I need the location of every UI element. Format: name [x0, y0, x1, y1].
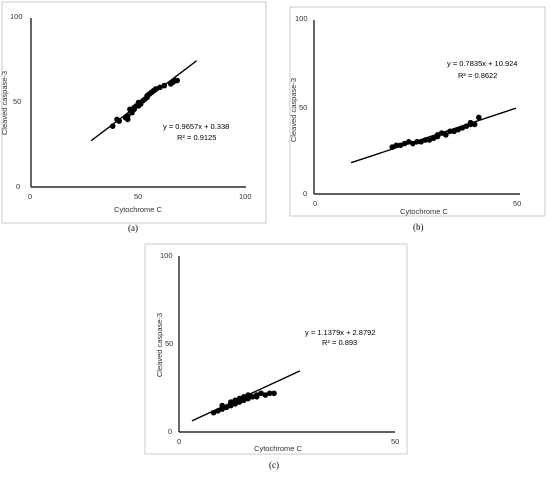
panel-a-caption: (a)	[128, 223, 138, 233]
panel-c-caption: (c)	[269, 460, 279, 470]
panel-b-frame	[289, 6, 546, 217]
panel-a-data-point	[174, 77, 180, 84]
panel-c-data-point	[262, 392, 269, 398]
panel-a-equation: y = 0.9657x + 0.338	[163, 122, 229, 131]
panel-c-data-point	[219, 402, 225, 409]
panel-a-data-point	[124, 113, 131, 119]
panel-c-data-point	[210, 409, 217, 416]
panel-c-ytick-100: 100	[160, 251, 173, 260]
panel-c-r-squared: R² = 0.893	[322, 338, 357, 347]
panel-a-data-point	[161, 82, 168, 89]
panel-c-data-point	[241, 394, 247, 400]
panel-b-marks	[350, 107, 517, 164]
panel-c-data-point	[249, 394, 256, 400]
panel-a-xtick-100: 100	[239, 192, 252, 201]
panel-b-ytick-50: 50	[299, 103, 307, 112]
panel-a-r-squared: R² = 0.9125	[177, 133, 216, 142]
panel-b-data-point	[476, 114, 482, 121]
panel-b-ytick-0: 0	[303, 189, 307, 198]
panel-c-data-point	[223, 404, 230, 411]
panel-b-x-axis-label: Cytochrome C	[400, 207, 449, 216]
panel-c-equation: y = 1.1379x + 2.8792	[305, 328, 375, 337]
panel-a: 100 50 0 0 50 100 Cytochrome C Cleaved c…	[0, 1, 267, 224]
panel-c: 100 50 0 0 50 Cytochrome C Cleaved caspa…	[144, 243, 408, 455]
panel-b: 100 50 0 0 50 Cytochrome C Cleaved caspa…	[289, 6, 546, 217]
panel-c-data-point	[215, 408, 221, 414]
panel-a-data-point	[116, 118, 122, 124]
panel-b-r-squared: R² = 0.8622	[458, 71, 497, 80]
panel-c-y-axis-label: Cleaved caspase-3	[155, 313, 164, 377]
panel-c-ytick-0: 0	[168, 427, 172, 436]
panel-b-data-point	[447, 128, 453, 135]
panel-a-xtick-0: 0	[28, 192, 32, 201]
panel-a-data-point	[109, 123, 116, 129]
panel-b-ytick-100: 100	[295, 14, 308, 23]
panel-a-ytick-0: 0	[16, 182, 20, 191]
panel-b-equation: y = 0.7835x + 10.924	[447, 59, 517, 68]
panel-b-data-point	[422, 137, 429, 143]
panel-b-xtick-0: 0	[313, 199, 317, 208]
panel-c-xtick-0: 0	[177, 437, 181, 446]
panel-b-data-point	[393, 142, 400, 149]
panel-c-ytick-50: 50	[165, 339, 173, 348]
panel-c-xtick-50: 50	[391, 437, 399, 446]
panel-b-data-point	[471, 121, 478, 128]
panel-c-data-point	[232, 397, 238, 404]
panel-b-xtick-50: 50	[513, 199, 521, 208]
panel-b-y-axis-label: Cleaved caspase-3	[289, 78, 298, 142]
panel-a-data-point	[152, 86, 159, 92]
panel-a-data-point	[157, 84, 163, 91]
panel-a-xtick-50: 50	[134, 192, 142, 201]
panel-c-data-point	[258, 390, 264, 397]
panel-a-ytick-100: 100	[10, 12, 23, 21]
panel-c-data-point	[266, 390, 273, 397]
panel-b-data-point	[414, 139, 420, 145]
panel-c-x-axis-label: Cytochrome C	[254, 444, 303, 453]
panel-a-ytick-50: 50	[13, 97, 21, 106]
panel-c-frame	[144, 243, 408, 455]
panel-c-data-point	[271, 390, 277, 397]
panel-b-caption: (b)	[413, 222, 424, 232]
panel-c-data-point	[245, 392, 251, 398]
panel-c-data-point	[228, 399, 234, 405]
panel-c-data-point	[236, 395, 243, 402]
panel-c-data-point	[253, 394, 260, 400]
panel-a-marks	[90, 60, 197, 142]
panel-b-trendline	[350, 107, 517, 164]
panel-b-data-point	[443, 132, 449, 138]
panel-a-x-axis-label: Cytochrome C	[114, 205, 163, 214]
panel-a-y-axis-label: Cleaved caspase-3	[0, 71, 9, 135]
panel-c-marks	[191, 370, 301, 422]
